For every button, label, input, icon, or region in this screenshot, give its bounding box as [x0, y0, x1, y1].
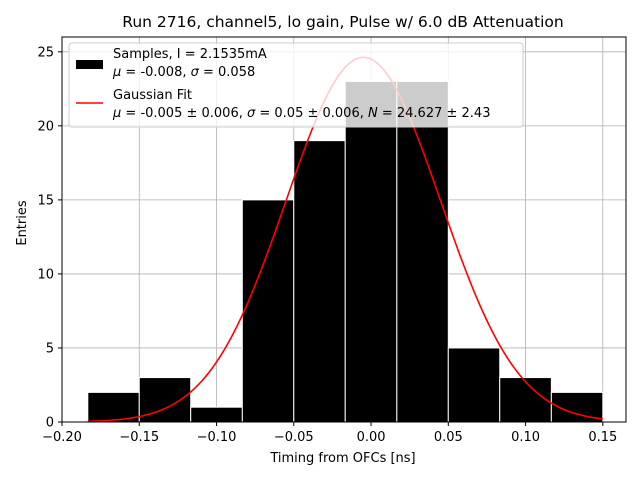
- axis-ticks: −0.20 −0.15 −0.10 −0.05 0.00 0.05 0.10 0.15 0 5 10…: [37, 45, 617, 445]
- x-tick-label: −0.10: [197, 430, 237, 445]
- histogram-bars: [87, 80, 604, 423]
- x-axis-label: Timing from OFCs [ns]: [269, 451, 415, 466]
- legend-samples-swatch: [76, 60, 103, 69]
- histogram-bar: [138, 377, 192, 423]
- x-tick-label: 0.15: [588, 430, 617, 445]
- y-tick-label: 10: [37, 267, 54, 282]
- histogram-bar: [241, 199, 295, 423]
- x-tick-label: −0.20: [42, 430, 82, 445]
- legend-fit-stats: μ = -0.005 ± 0.006, σ = 0.05 ± 0.006, N …: [112, 106, 490, 121]
- y-tick-label: 20: [37, 119, 54, 134]
- y-axis-label: Entries: [15, 200, 30, 246]
- histogram-bar: [344, 80, 398, 423]
- histogram-bar: [396, 80, 449, 423]
- histogram-bar: [293, 140, 346, 423]
- x-tick-label: 0.05: [434, 430, 463, 445]
- x-tick-label: 0.10: [511, 430, 540, 445]
- x-tick-label: −0.05: [274, 430, 314, 445]
- histogram-bar: [447, 347, 501, 423]
- histogram-bar: [190, 406, 243, 423]
- legend-fit-label: Gaussian Fit: [113, 88, 192, 103]
- legend-box: [68, 42, 524, 128]
- y-tick-label: 5: [46, 341, 54, 356]
- x-tick-label: 0.00: [357, 430, 386, 445]
- y-tick-label: 15: [37, 193, 54, 208]
- histogram-bar: [87, 391, 140, 423]
- legend-samples-label: Samples, I = 2.1535mA: [113, 47, 267, 62]
- histogram-bar: [499, 377, 552, 423]
- y-tick-label: 0: [46, 416, 54, 431]
- y-tick-label: 25: [37, 45, 54, 60]
- legend: Samples, I = 2.1535mA μ = -0.008, σ = 0.…: [68, 42, 524, 128]
- legend-samples-stats: μ = -0.008, σ = 0.058: [112, 65, 255, 80]
- chart-title: Run 2716, channel5, lo gain, Pulse w/ 6.…: [122, 13, 563, 31]
- axes-frame: [61, 36, 627, 423]
- x-tick-label: −0.15: [119, 430, 159, 445]
